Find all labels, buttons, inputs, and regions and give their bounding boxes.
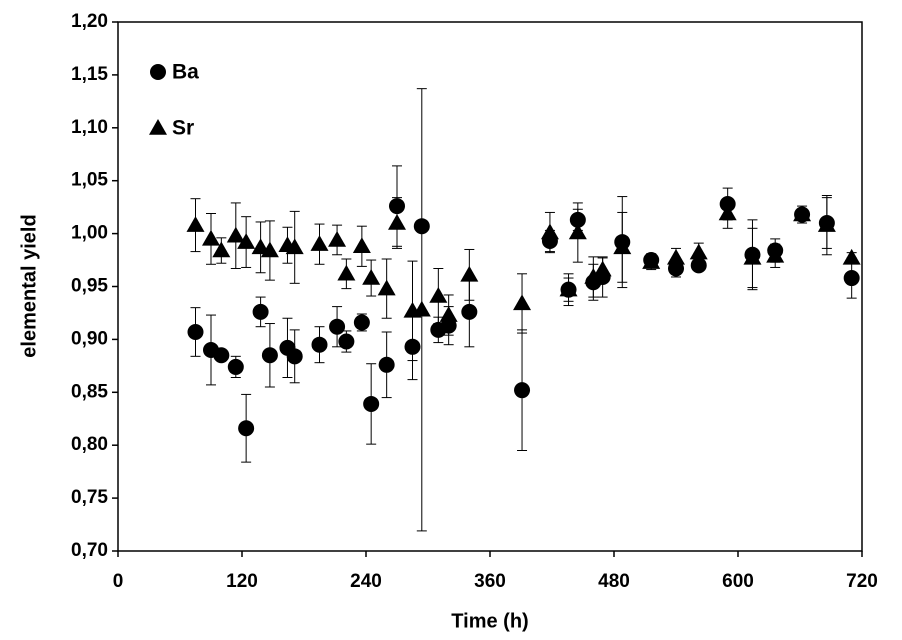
point [212,241,231,258]
point [286,348,303,365]
x-tick-label: 480 [598,571,630,592]
y-tick-label: 0,85 [71,381,108,402]
point [328,230,347,247]
point [412,300,431,317]
y-tick-label: 1,15 [71,64,108,85]
legend-text: Sr [172,117,194,140]
point [584,267,603,284]
point [559,280,578,297]
y-tick-label: 1,00 [71,223,108,244]
point [238,420,255,437]
point [311,336,328,353]
point [363,395,380,412]
y-tick-label: 0,75 [71,487,108,508]
x-tick-label: 720 [846,571,878,592]
legend-marker [149,119,167,135]
point [667,248,685,265]
y-tick-label: 0,80 [71,434,108,455]
point [460,265,479,282]
x-tick-label: 120 [226,571,258,592]
point [842,248,861,265]
x-tick-label: 240 [350,571,382,592]
point [540,223,559,240]
point [226,226,245,243]
point [353,314,370,331]
point [310,235,329,251]
point [817,216,836,232]
point [285,238,304,255]
point [377,279,396,296]
point [613,238,632,255]
y-tick-label: 1,05 [71,170,108,191]
point [593,260,612,277]
point [252,303,269,320]
point [378,356,395,373]
point [568,223,587,240]
point [388,214,406,230]
point [186,216,205,232]
y-tick-label: 1,20 [71,11,108,32]
point [766,246,785,263]
x-tick-label: 600 [722,571,754,592]
point [187,323,204,340]
point [213,347,230,364]
x-tick-label: 360 [474,571,506,592]
point [362,269,381,285]
point [337,264,356,281]
point [329,318,346,335]
point [461,303,478,320]
legend-text: Ba [172,61,199,84]
point [237,233,256,249]
point [439,306,458,322]
point [338,333,355,350]
point [227,358,244,375]
y-axis-label: elemental yield [18,214,40,357]
legend-marker [150,64,166,80]
point [202,229,220,246]
point [793,205,812,222]
point [642,253,661,269]
plot-frame [117,21,863,552]
point [352,237,371,254]
point [261,347,278,364]
point [743,248,762,265]
point [690,257,707,274]
point [513,294,532,311]
x-axis-label: Time (h) [451,610,528,632]
y-tick-label: 0,90 [71,328,108,349]
point [429,287,448,303]
point [514,382,531,399]
x-tick-label: 0 [113,571,124,592]
y-tick-label: 1,10 [71,117,108,138]
point [689,243,708,260]
point [260,241,279,258]
y-tick-label: 0,70 [71,540,108,561]
y-tick-label: 0,95 [71,276,108,297]
point [843,270,860,287]
point [718,204,737,221]
